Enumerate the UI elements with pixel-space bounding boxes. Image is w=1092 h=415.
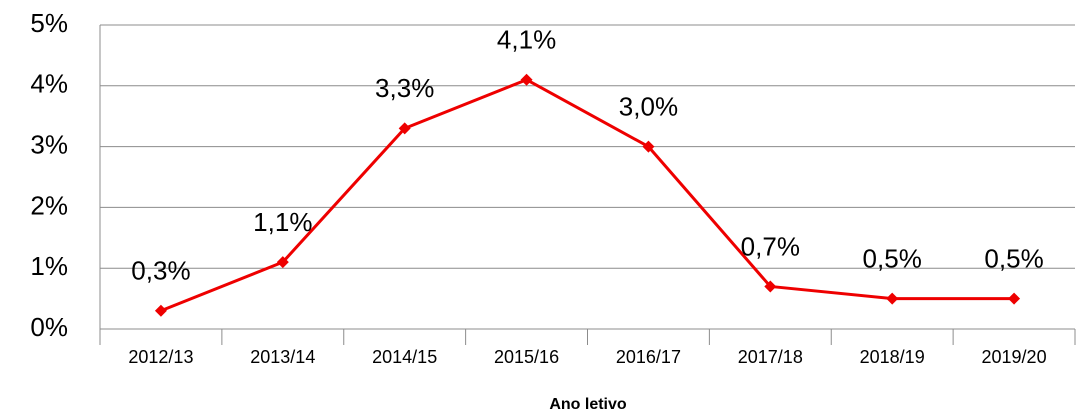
x-tick-label: 2017/18 bbox=[738, 347, 803, 367]
data-label: 0,7% bbox=[741, 231, 800, 261]
y-tick-label: 4% bbox=[30, 69, 68, 99]
x-tick-label: 2016/17 bbox=[616, 347, 681, 367]
x-tick-label: 2019/20 bbox=[982, 347, 1047, 367]
data-label: 3,3% bbox=[375, 73, 434, 103]
y-tick-label: 5% bbox=[30, 8, 68, 38]
data-point bbox=[764, 280, 777, 293]
data-label: 3,0% bbox=[619, 91, 678, 121]
data-point bbox=[154, 304, 167, 317]
data-label: 1,1% bbox=[253, 207, 312, 237]
x-tick-label: 2015/16 bbox=[494, 347, 559, 367]
y-tick-label: 1% bbox=[30, 251, 68, 281]
data-line bbox=[160, 78, 1015, 313]
data-point bbox=[1008, 292, 1021, 305]
y-tick-label: 0% bbox=[30, 312, 68, 342]
data-point bbox=[642, 140, 655, 153]
data-label: 0,3% bbox=[131, 256, 190, 286]
x-tick-label: 2014/15 bbox=[372, 347, 437, 367]
x-axis-title: Ano letivo bbox=[549, 396, 627, 413]
data-label: 0,5% bbox=[984, 243, 1043, 273]
x-tick-label: 2012/13 bbox=[128, 347, 193, 367]
data-point bbox=[276, 256, 289, 269]
y-tick-label: 3% bbox=[30, 129, 68, 159]
x-tick-label: 2013/14 bbox=[250, 347, 315, 367]
y-tick-label: 2% bbox=[30, 190, 68, 220]
data-label: 0,5% bbox=[863, 243, 922, 273]
data-label: 4,1% bbox=[497, 25, 556, 55]
data-point bbox=[398, 122, 411, 135]
data-point bbox=[886, 292, 899, 305]
data-point bbox=[520, 73, 533, 86]
x-tick-label: 2018/19 bbox=[860, 347, 925, 367]
